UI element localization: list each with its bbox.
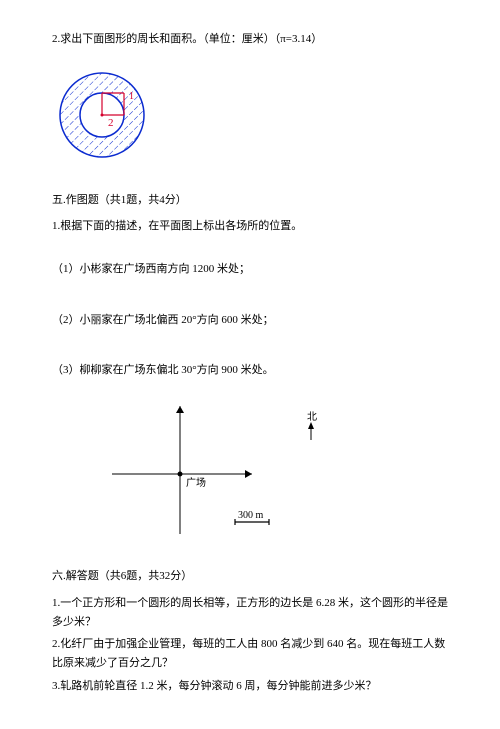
s5-p2: （2）小丽家在广场北偏西 20°方向 600 米处； [52,311,448,330]
annulus-figure: 2 1 [52,63,162,163]
scale-label: 300 m [238,510,264,521]
s5-q1: 1.根据下面的描述，在平面图上标出各场所的位置。 [52,217,448,236]
question-2: 2.求出下面图形的周长和面积。（单位：厘米）（π=3.14） [52,30,448,49]
s5-p3: （3）柳柳家在广场东偏北 30°方向 900 米处。 [52,361,448,380]
radius-label: 2 [108,117,114,129]
s6-q2: 2.化纤厂由于加强企业管理，每班的工人由 800 名减少到 640 名。现在每班… [52,635,448,672]
s5-p1: （1）小彬家在广场西南方向 1200 米处； [52,260,448,279]
gap-label: 1 [129,91,134,102]
north-label: 北 [307,411,317,423]
coordinate-figure: 广场 北 300 m [102,394,362,539]
s6-q1: 1.一个正方形和一个圆形的周长相等，正方形的边长是 6.28 米，这个圆形的半径… [52,594,448,631]
origin-label: 广场 [186,476,206,489]
section-6-title: 六.解答题（共6题，共32分） [52,567,448,586]
section-5-title: 五.作图题（共1题，共4分） [52,191,448,210]
s6-q3: 3.轧路机前轮直径 1.2 米，每分钟滚动 6 周，每分钟能前进多少米？ [52,677,448,696]
